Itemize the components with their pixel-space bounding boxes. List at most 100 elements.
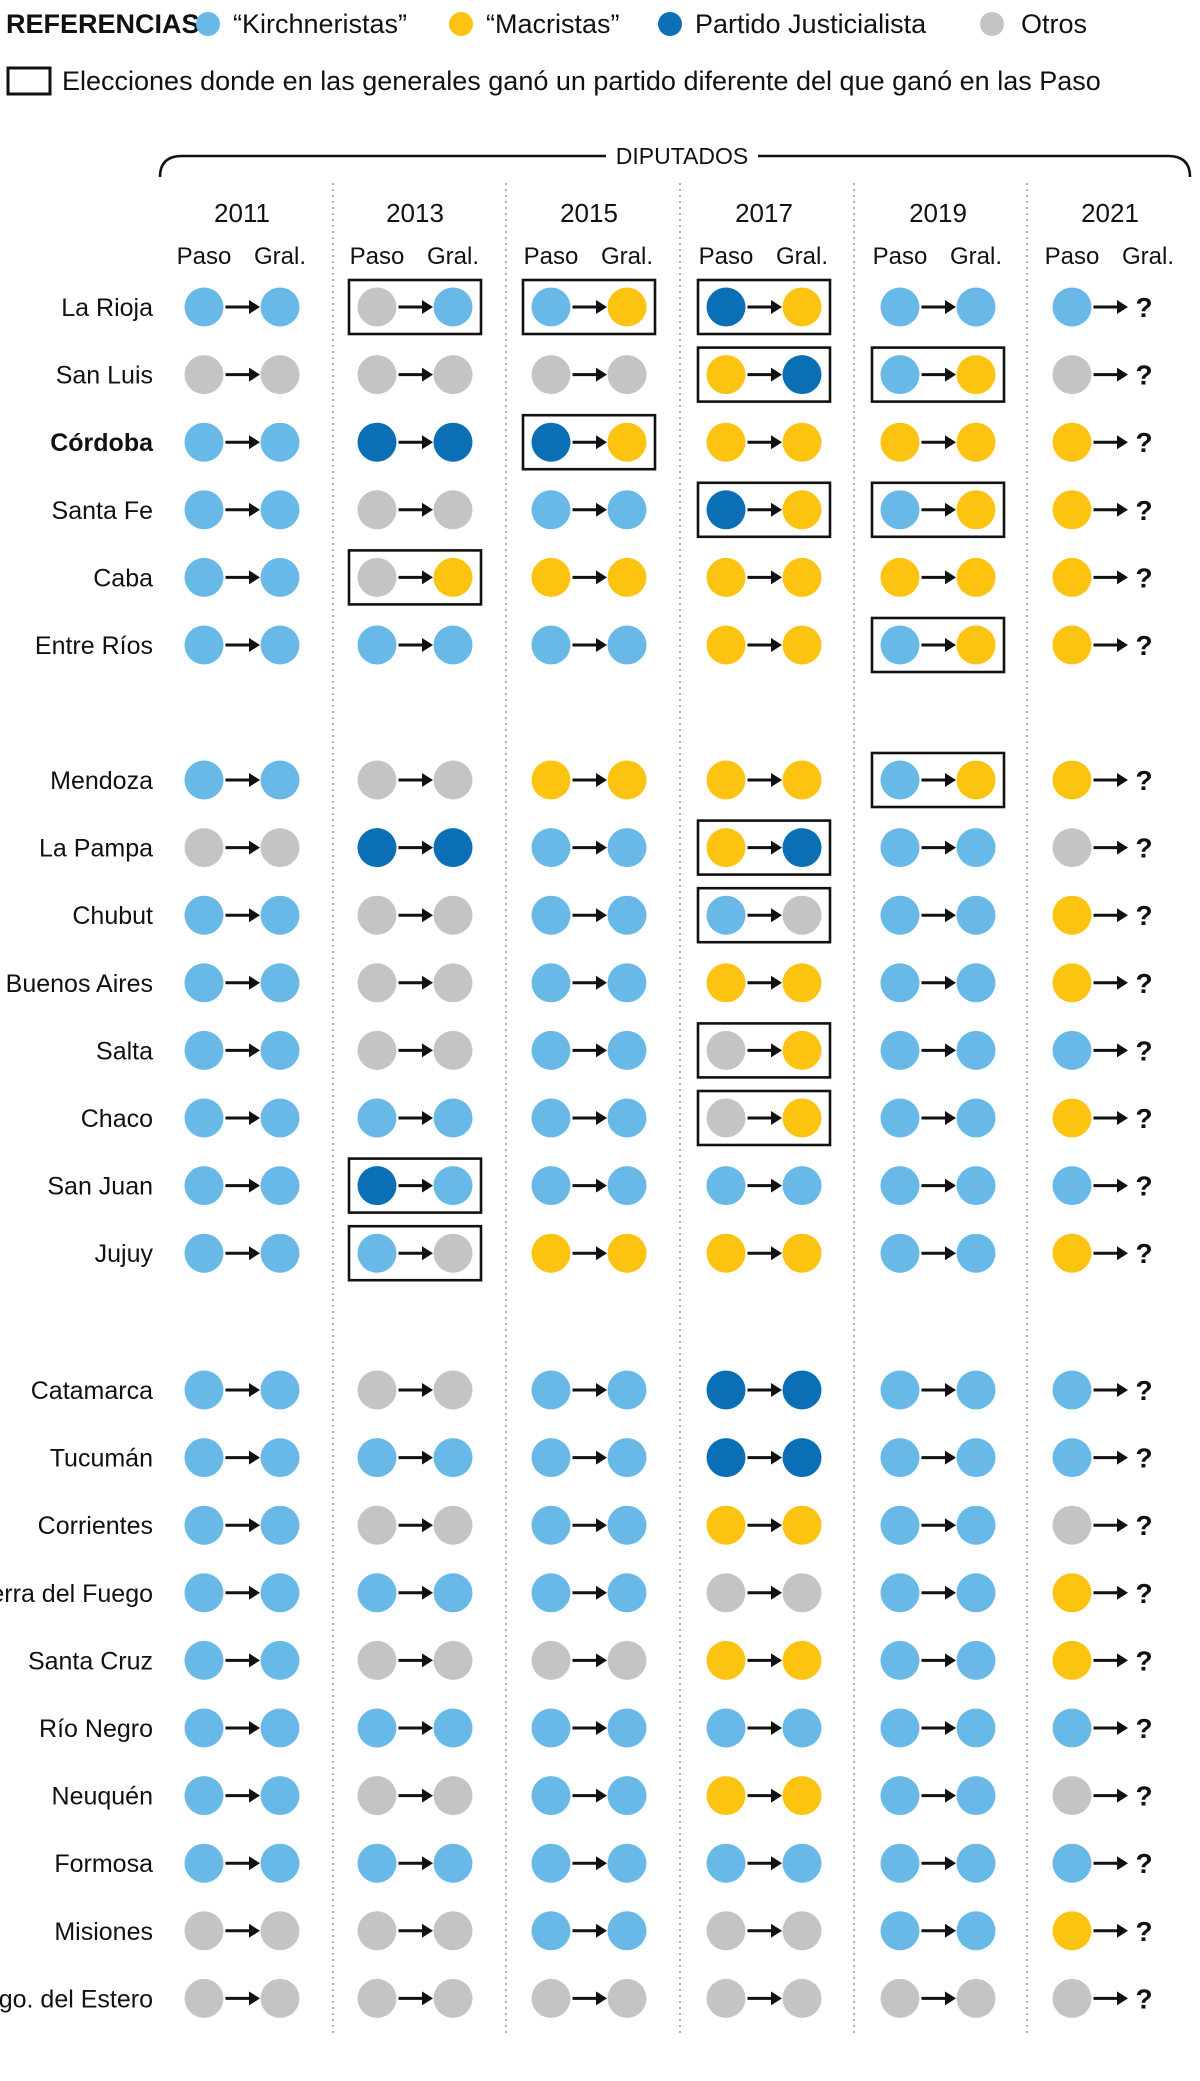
unknown-result: ?	[1135, 765, 1152, 796]
gral-dot	[607, 963, 647, 1003]
arrow-head	[1117, 502, 1128, 517]
gral-dot	[607, 557, 647, 597]
paso-dot	[706, 490, 746, 530]
change-box	[347, 278, 483, 336]
province-label: Tucumán	[50, 1445, 153, 1473]
paso-dot	[357, 895, 397, 935]
gral-dot	[782, 760, 822, 800]
paso-dot	[531, 557, 571, 597]
paso-dot	[706, 895, 746, 935]
paso-dot	[184, 1640, 224, 1680]
legend-o-label: Otros	[1021, 9, 1087, 39]
paso-dot	[184, 287, 224, 327]
paso-dot	[184, 1573, 224, 1613]
paso-dot	[357, 1098, 397, 1138]
gral-dot	[260, 355, 300, 395]
legend-m-swatch	[449, 12, 473, 36]
province-label: Neuquén	[52, 1783, 153, 1811]
paso-dot	[184, 1370, 224, 1410]
gral-dot	[782, 287, 822, 327]
arrow-head	[596, 1788, 607, 1803]
arrow-head	[422, 1450, 433, 1465]
paso-dot	[357, 1233, 397, 1273]
gral-dot	[782, 1708, 822, 1748]
paso-dot	[706, 963, 746, 1003]
paso-dot	[184, 895, 224, 935]
gral-dot	[260, 1978, 300, 2018]
arrow-head	[596, 502, 607, 517]
paso-dot	[1052, 895, 1092, 935]
paso-label-2013: Paso	[350, 243, 405, 270]
gral-dot	[956, 963, 996, 1003]
paso-dot	[184, 1843, 224, 1883]
arrow-head	[596, 975, 607, 990]
gral-dot	[956, 557, 996, 597]
change-box	[696, 1022, 832, 1079]
paso-dot	[1052, 422, 1092, 462]
unknown-result: ?	[1135, 1238, 1152, 1269]
arrow-head	[249, 1246, 260, 1261]
unknown-result: ?	[1135, 1443, 1152, 1474]
paso-dot	[184, 1166, 224, 1206]
arrow-head	[1117, 975, 1128, 990]
gral-dot	[433, 1438, 473, 1478]
paso-dot	[1052, 1030, 1092, 1070]
paso-dot	[531, 1370, 571, 1410]
gral-dot	[433, 1370, 473, 1410]
paso-dot	[531, 1911, 571, 1951]
unknown-result: ?	[1135, 495, 1152, 526]
gral-dot	[607, 625, 647, 665]
unknown-result: ?	[1135, 1375, 1152, 1406]
paso-dot	[706, 1843, 746, 1883]
arrow-head	[771, 570, 782, 585]
arrow-head	[1117, 1923, 1128, 1938]
province-label: Entre Ríos	[35, 632, 153, 660]
gral-dot	[782, 828, 822, 868]
gral-dot	[433, 1505, 473, 1545]
arrow-head	[771, 1043, 782, 1058]
arrow-head	[771, 1721, 782, 1735]
change-box	[696, 481, 832, 539]
arrow-head	[422, 908, 433, 923]
gral-dot	[260, 1166, 300, 1206]
year-label-2017: 2017	[735, 198, 793, 228]
arrow-head	[1117, 1246, 1128, 1261]
arrow-head	[1117, 840, 1128, 855]
province-label: Buenos Aires	[6, 970, 153, 998]
arrow-head	[945, 1178, 956, 1193]
unknown-result: ?	[1135, 1645, 1152, 1676]
arrow-head	[1117, 1518, 1128, 1533]
gral-dot	[433, 355, 473, 395]
arrow-head	[249, 367, 260, 382]
province-label: Formosa	[54, 1850, 153, 1878]
paso-dot	[880, 1030, 920, 1070]
legend-title: REFERENCIAS:	[6, 9, 209, 39]
province-label: Santa Cruz	[28, 1647, 153, 1675]
province-label: Misiones	[54, 1918, 153, 1946]
paso-dot	[531, 828, 571, 868]
arrow-head	[771, 638, 782, 652]
paso-dot	[357, 760, 397, 800]
paso-dot	[706, 1098, 746, 1138]
arrow-head	[1117, 1043, 1128, 1058]
paso-dot	[706, 1233, 746, 1273]
gral-dot	[607, 1843, 647, 1883]
arrow-head	[771, 975, 782, 990]
paso-label-2021: Paso	[1045, 243, 1100, 270]
province-label: Catamarca	[31, 1377, 153, 1405]
arrow-head	[596, 1518, 607, 1533]
unknown-result: ?	[1135, 1983, 1152, 2014]
gral-dot	[956, 1233, 996, 1273]
paso-dot	[706, 1166, 746, 1206]
arrow-head	[249, 1721, 260, 1735]
gral-dot	[782, 1776, 822, 1816]
gral-dot	[956, 1978, 996, 2018]
paso-dot	[1052, 1843, 1092, 1883]
gral-dot	[607, 1708, 647, 1748]
paso-dot	[184, 1233, 224, 1273]
gral-label-2015: Gral.	[601, 243, 653, 270]
gral-dot	[607, 760, 647, 800]
gral-dot	[956, 1505, 996, 1545]
arrow-head	[771, 1518, 782, 1533]
arrow-head	[945, 1383, 956, 1397]
